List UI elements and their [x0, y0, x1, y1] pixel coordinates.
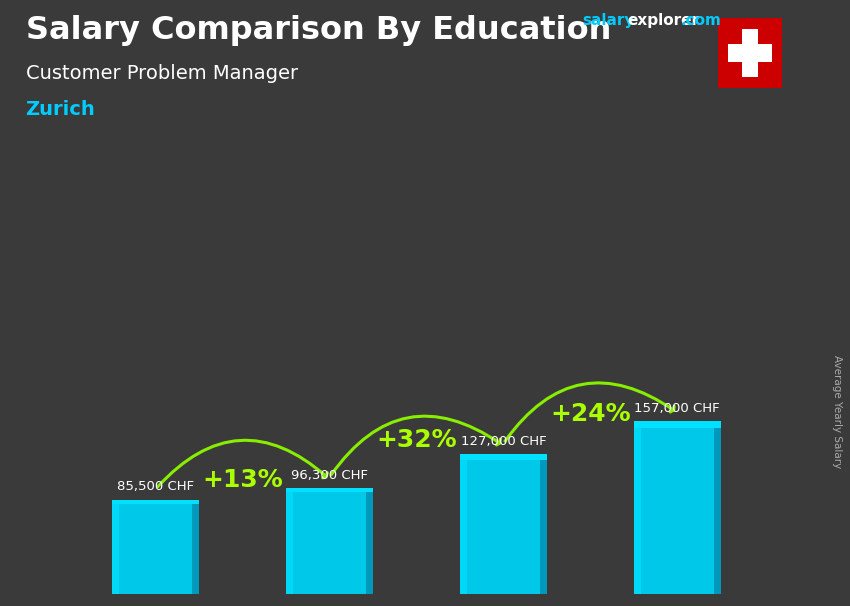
Text: 96,300 CHF: 96,300 CHF — [291, 468, 368, 482]
Bar — [460, 454, 547, 594]
Bar — [460, 454, 467, 594]
Text: 85,500 CHF: 85,500 CHF — [117, 481, 195, 493]
Bar — [286, 488, 373, 492]
Bar — [540, 454, 547, 594]
Bar — [460, 454, 547, 460]
Bar — [112, 500, 199, 504]
Text: Salary Comparison By Education: Salary Comparison By Education — [26, 15, 611, 46]
Bar — [634, 421, 641, 594]
Text: .com: .com — [680, 13, 721, 28]
Bar — [112, 500, 199, 594]
Bar — [286, 488, 293, 594]
Bar — [112, 500, 119, 594]
Text: explorer: explorer — [627, 13, 700, 28]
Text: 157,000 CHF: 157,000 CHF — [634, 402, 720, 415]
Bar — [634, 421, 721, 594]
Text: salary: salary — [582, 13, 635, 28]
Bar — [742, 28, 758, 78]
Bar — [192, 500, 199, 594]
Bar — [366, 488, 373, 594]
Text: +24%: +24% — [550, 402, 631, 426]
Bar — [634, 421, 721, 428]
Text: 127,000 CHF: 127,000 CHF — [461, 435, 547, 448]
Bar — [714, 421, 721, 594]
Text: Customer Problem Manager: Customer Problem Manager — [26, 64, 297, 82]
Text: Average Yearly Salary: Average Yearly Salary — [832, 356, 842, 468]
Text: Zurich: Zurich — [26, 100, 95, 119]
Text: +32%: +32% — [377, 428, 456, 452]
Bar — [728, 44, 773, 62]
Text: +13%: +13% — [202, 468, 283, 491]
Bar — [286, 488, 373, 594]
